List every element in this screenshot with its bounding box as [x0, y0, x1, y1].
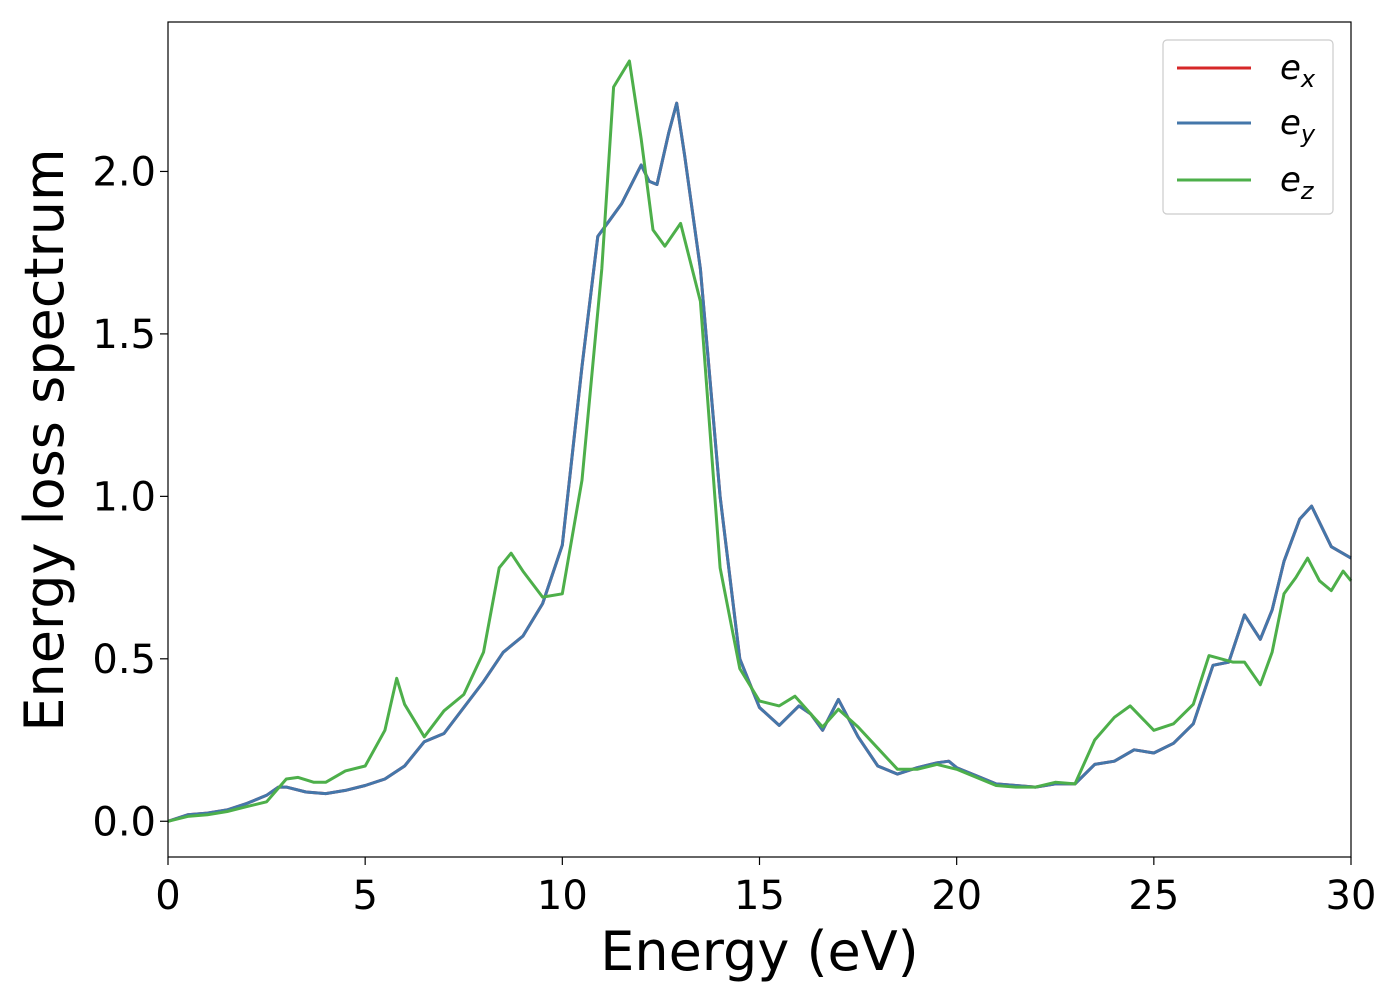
legend-entry-ez: ez — [1280, 160, 1315, 205]
x-tick-label: 15 — [734, 873, 785, 919]
x-axis-ticks: 0 5 10 15 20 25 30 — [155, 857, 1376, 919]
x-tick-label: 30 — [1326, 873, 1377, 919]
y-tick-label: 1.0 — [92, 474, 156, 520]
y-axis-ticks: 0.0 0.5 1.0 1.5 2.0 — [92, 149, 168, 845]
series-line-ez — [167, 59, 1353, 823]
y-tick-label: 0.0 — [92, 799, 156, 845]
y-tick-label: 1.5 — [92, 312, 156, 358]
x-axis-label: Energy (eV) — [600, 920, 919, 983]
x-tick-label: 20 — [931, 873, 982, 919]
legend-box — [1162, 39, 1334, 215]
legend: ex ey ez — [1162, 39, 1334, 215]
series-layer — [167, 59, 1353, 823]
x-tick-label: 10 — [537, 873, 588, 919]
y-axis-label: Energy loss spectrum — [13, 148, 76, 731]
y-tick-label: 2.0 — [92, 149, 156, 195]
legend-entry-ey: ey — [1280, 103, 1316, 148]
x-tick-label: 5 — [352, 873, 377, 919]
x-tick-label: 0 — [155, 873, 180, 919]
x-tick-label: 25 — [1128, 873, 1179, 919]
legend-entry-ex: ex — [1280, 48, 1316, 93]
y-tick-label: 0.5 — [92, 637, 156, 683]
